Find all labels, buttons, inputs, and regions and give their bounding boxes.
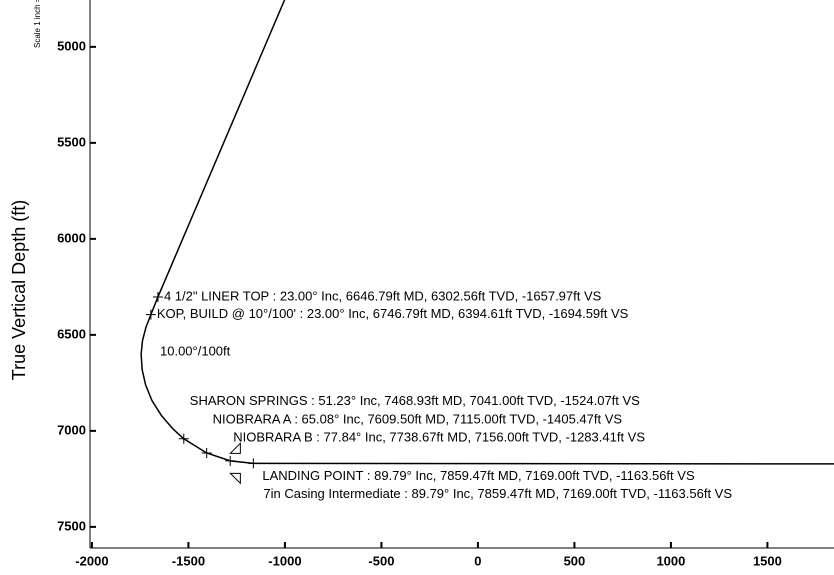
annotation-label: KOP, BUILD @ 10°/100' : 23.00° Inc, 6746… <box>157 306 629 321</box>
x-tick-label: -500 <box>368 553 394 568</box>
x-tick-label: 0 <box>474 553 481 568</box>
x-tick-label: 1500 <box>753 553 782 568</box>
y-tick-label: 7500 <box>57 518 86 533</box>
annotation-label: 4 1/2" LINER TOP : 23.00° Inc, 6646.79ft… <box>164 288 602 303</box>
point-marker <box>145 309 156 320</box>
x-tick-label: -2000 <box>75 553 108 568</box>
scale-note: Scale 1 inch = 1000 ft <box>33 0 42 48</box>
point-marker <box>201 447 212 458</box>
y-tick-label: 5500 <box>57 134 86 149</box>
annotation-label: NIOBRARA B : 77.84° Inc, 7738.67ft MD, 7… <box>233 429 645 444</box>
point-marker <box>152 291 163 302</box>
point-marker <box>225 455 236 466</box>
casing-marker <box>229 442 241 485</box>
x-tick-label: -1000 <box>268 553 301 568</box>
y-tick-label: 7000 <box>57 422 86 437</box>
y-tick-label: 6500 <box>57 326 86 341</box>
well-path <box>140 0 834 465</box>
annotation-label: 7in Casing Intermediate : 89.79° Inc, 78… <box>263 486 732 501</box>
annotation-label: SHARON SPRINGS : 51.23° Inc, 7468.93ft M… <box>190 393 640 408</box>
point-marker <box>248 458 259 469</box>
y-tick-label: 5000 <box>57 38 86 53</box>
annotation-label: NIOBRARA A : 65.08° Inc, 7609.50ft MD, 7… <box>213 411 623 426</box>
x-tick-label: -1500 <box>172 553 205 568</box>
point-marker <box>178 433 189 444</box>
y-axis-label: True Vertical Depth (ft) <box>9 200 29 380</box>
x-tick-label: 500 <box>564 553 586 568</box>
x-tick-label: 1000 <box>656 553 685 568</box>
y-tick-label: 6000 <box>57 230 86 245</box>
build-rate-label: 10.00°/100ft <box>160 343 231 358</box>
annotation-label: LANDING POINT : 89.79° Inc, 7859.47ft MD… <box>262 468 695 483</box>
